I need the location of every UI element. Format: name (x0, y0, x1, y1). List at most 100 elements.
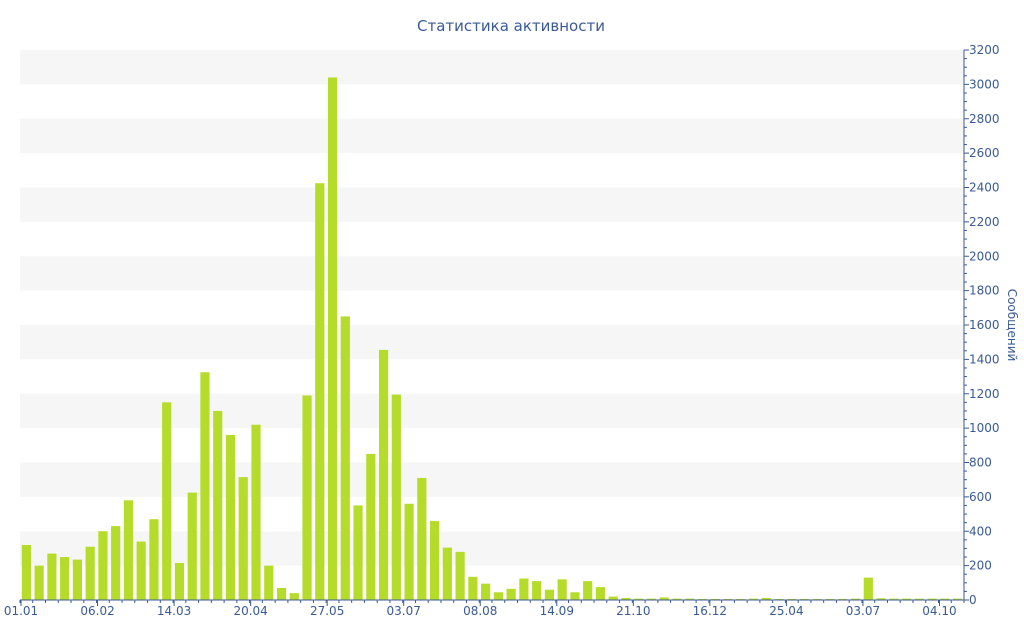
bar (21, 545, 31, 600)
y-tick-label: 1800 (969, 284, 1000, 298)
bar (455, 551, 465, 600)
x-tick-label: 20.04 (233, 604, 267, 618)
bar (697, 598, 708, 600)
grid-band (20, 325, 964, 360)
x-tick-label: 14.03 (157, 604, 191, 618)
bar (825, 598, 835, 600)
bar (557, 579, 567, 600)
bar (519, 578, 529, 600)
bar (621, 597, 631, 600)
x-tick-label: 27.05 (310, 604, 344, 618)
bar (72, 559, 82, 600)
bar (736, 598, 746, 600)
y-tick-label: 1200 (969, 387, 1000, 401)
bar (940, 598, 950, 600)
bar (200, 372, 210, 600)
bar (774, 598, 784, 600)
bar (60, 557, 70, 600)
y-tick-label: 200 (969, 559, 992, 573)
grid-band (20, 187, 964, 222)
bar (251, 424, 261, 600)
bar (136, 541, 146, 600)
bar (646, 598, 657, 600)
x-tick-label: 21.10 (616, 604, 650, 618)
bar (634, 598, 644, 600)
y-tick-label: 600 (969, 490, 992, 504)
bar (608, 596, 618, 600)
x-tick-label: 08.08 (463, 604, 497, 618)
bar (812, 598, 822, 600)
bar (123, 500, 134, 600)
bar (327, 77, 338, 600)
bars (21, 77, 963, 600)
bar (927, 598, 937, 600)
bar (238, 477, 248, 600)
bar (761, 597, 771, 600)
grid-band (20, 50, 964, 85)
bar (378, 349, 389, 600)
y-tick-label: 1600 (969, 318, 1000, 332)
bar (902, 598, 912, 600)
bar (98, 531, 108, 600)
y-tick-label: 2400 (969, 181, 1000, 195)
chart-title: Статистика активности (417, 17, 605, 35)
bar (838, 598, 848, 600)
bar (468, 576, 478, 600)
bar (34, 565, 44, 600)
bar (863, 577, 873, 600)
bar (366, 453, 376, 600)
x-tick-label: 03.07 (387, 604, 421, 618)
x-tick-label: 16.12 (693, 604, 727, 618)
x-tick-label: 14.09 (540, 604, 574, 618)
x-tick-label: 01.01 (4, 604, 38, 618)
bar (276, 587, 287, 600)
bar (799, 598, 810, 600)
bar (85, 546, 95, 600)
y-axis: 0 200 400 600 800 1000 1200 1400 1600 1800 2000 220… (963, 43, 1000, 607)
y-tick-label: 400 (969, 524, 992, 538)
bar (659, 597, 669, 600)
y-tick-label: 1000 (969, 421, 1000, 435)
bar (506, 588, 516, 600)
bar (289, 593, 299, 600)
grid-band (20, 462, 964, 497)
y-tick-label: 1400 (969, 352, 1000, 366)
bar (442, 547, 452, 600)
grid-bands (20, 50, 964, 566)
bar (302, 395, 312, 600)
x-axis: 01.01 06.02 14.03 20.04 27.05 03.07 08.08 14.09… (4, 599, 965, 618)
x-tick-label: 25.04 (769, 604, 803, 618)
x-tick-label: 04.10 (922, 604, 956, 618)
bar (417, 477, 427, 600)
bar (544, 589, 554, 600)
bar (340, 316, 350, 600)
bar (723, 598, 733, 600)
grid-band (20, 531, 964, 566)
bar (876, 598, 886, 600)
bar (481, 583, 491, 600)
bar (570, 592, 580, 600)
bar (532, 581, 542, 600)
x-tick-label: 03.07 (846, 604, 880, 618)
bar (850, 598, 861, 600)
bar (162, 402, 172, 600)
y-axis-label: Сообщений (1005, 289, 1019, 362)
bar (430, 520, 440, 600)
bar (391, 394, 401, 600)
y-tick-label: 2600 (969, 146, 1000, 160)
y-tick-label: 2000 (969, 249, 1000, 263)
bar (47, 553, 57, 600)
bar (493, 592, 503, 600)
bar (174, 563, 185, 600)
bar (710, 598, 720, 600)
bar (225, 435, 236, 600)
bar (914, 598, 924, 600)
bar (404, 503, 414, 600)
bar (748, 598, 759, 600)
bar (149, 519, 159, 600)
y-tick-label: 3200 (969, 43, 1000, 57)
y-tick-label: 2200 (969, 215, 1000, 229)
x-tick-label: 06.02 (80, 604, 114, 618)
